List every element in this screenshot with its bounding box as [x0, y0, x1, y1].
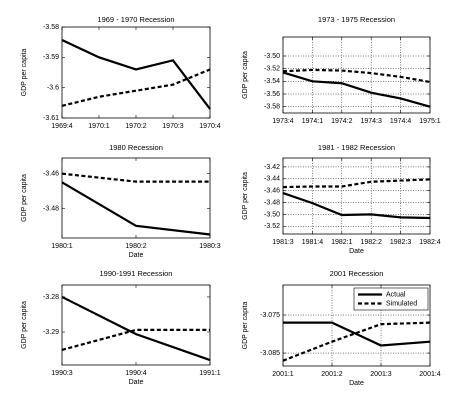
x-tick-label: 1981:4 — [302, 239, 324, 246]
x-tick-label: 1973:4 — [272, 118, 294, 125]
x-axis-label: Date — [349, 380, 364, 387]
y-tick-label: -3.59 — [43, 54, 59, 61]
x-tick-label: 1970:1 — [88, 123, 110, 130]
y-tick-label: -3.28 — [43, 294, 59, 301]
y-axis-label: GDP per capita — [21, 301, 28, 349]
y-tick-label: -3.6 — [47, 85, 59, 92]
series-line — [282, 191, 431, 220]
x-tick-label: 1990:3 — [51, 370, 73, 377]
series-line — [61, 68, 211, 107]
x-tick-label: 1980:2 — [125, 243, 147, 250]
plot-frame — [282, 157, 431, 235]
x-tick-label: 1982:4 — [419, 239, 441, 246]
x-axis-label: Date — [129, 252, 144, 259]
x-tick-label: 1982:2 — [360, 239, 382, 246]
y-tick-label: -3.58 — [264, 104, 280, 111]
x-tick-label: 2001:3 — [370, 371, 392, 378]
y-tick-label: -3.61 — [43, 115, 59, 122]
chart-title: 1969 - 1970 Recession — [97, 15, 174, 24]
x-tick-label: 1982:3 — [390, 239, 412, 246]
series-line — [61, 181, 211, 236]
y-tick-label: -3.075 — [260, 312, 280, 319]
series-line — [61, 172, 210, 183]
y-axis-label: GDP per capita — [242, 172, 249, 220]
x-tick-label: 1974:2 — [331, 118, 353, 125]
legend-label: Simulated — [386, 300, 417, 307]
x-tick-label: 1975:1 — [419, 118, 441, 125]
plot-frame — [282, 284, 431, 367]
y-tick-label: -3.52 — [264, 66, 280, 73]
y-tick-label: -3.46 — [43, 170, 59, 177]
x-tick-label: 1969:4 — [51, 123, 73, 130]
plot-frame — [61, 157, 211, 239]
y-tick-label: -3.48 — [264, 199, 280, 206]
plot-frame — [282, 36, 431, 114]
x-tick-label: 1991:1 — [199, 370, 221, 377]
y-tick-label: -3.50 — [264, 211, 280, 218]
x-tick-label: 1970:3 — [162, 123, 184, 130]
y-tick-label: -3.54 — [264, 78, 280, 85]
series-line — [282, 178, 431, 189]
x-tick-label: 2001:1 — [272, 371, 294, 378]
x-tick-label: 1970:2 — [125, 123, 147, 130]
x-tick-label: 1970:4 — [199, 123, 221, 130]
plot-frame — [61, 284, 211, 366]
chart-title: 2001 Recession — [330, 269, 384, 278]
x-tick-label: 1980:3 — [199, 243, 221, 250]
y-tick-label: -3.48 — [43, 205, 59, 212]
x-axis-label: Date — [129, 379, 144, 386]
y-tick-label: -3.42 — [264, 164, 280, 171]
series-line — [61, 328, 210, 351]
chart-title: 1980 Recession — [109, 143, 163, 152]
series-line — [61, 39, 211, 110]
x-tick-label: 1974:1 — [302, 118, 324, 125]
series-line — [61, 295, 211, 362]
series-line — [282, 321, 431, 362]
y-axis-label: GDP per capita — [242, 51, 249, 99]
plot-frame — [61, 26, 211, 119]
y-axis-label: GDP per capita — [242, 302, 249, 350]
x-tick-label: 1974:3 — [360, 118, 382, 125]
series-line — [282, 71, 431, 108]
y-tick-label: -3.56 — [264, 91, 280, 98]
y-axis-label: GDP per capita — [21, 174, 28, 222]
x-tick-label: 1980:1 — [51, 243, 73, 250]
x-tick-label: 1974:4 — [390, 118, 412, 125]
series-line — [282, 68, 431, 84]
x-axis-label: Date — [349, 248, 364, 255]
y-tick-label: -3.50 — [264, 53, 280, 60]
y-tick-label: -3.085 — [260, 350, 280, 357]
y-tick-label: -3.44 — [264, 176, 280, 183]
chart-title: 1973 - 1975 Recession — [318, 15, 395, 24]
legend-label: Actual — [386, 291, 406, 298]
x-tick-label: 1990:4 — [125, 370, 147, 377]
x-tick-label: 1982:1 — [331, 239, 353, 246]
x-tick-label: 1981:3 — [272, 239, 294, 246]
y-tick-label: -3.58 — [43, 24, 59, 31]
y-tick-label: -3.46 — [264, 188, 280, 195]
x-tick-label: 2001:2 — [321, 371, 343, 378]
y-tick-label: -3.29 — [43, 329, 59, 336]
chart-title: 1990-1991 Recession — [100, 269, 173, 278]
x-tick-label: 2001:4 — [419, 371, 441, 378]
chart-title: 1981 - 1982 Recession — [318, 143, 395, 152]
y-axis-label: GDP per capita — [21, 49, 28, 97]
y-tick-label: -3.52 — [264, 223, 280, 230]
